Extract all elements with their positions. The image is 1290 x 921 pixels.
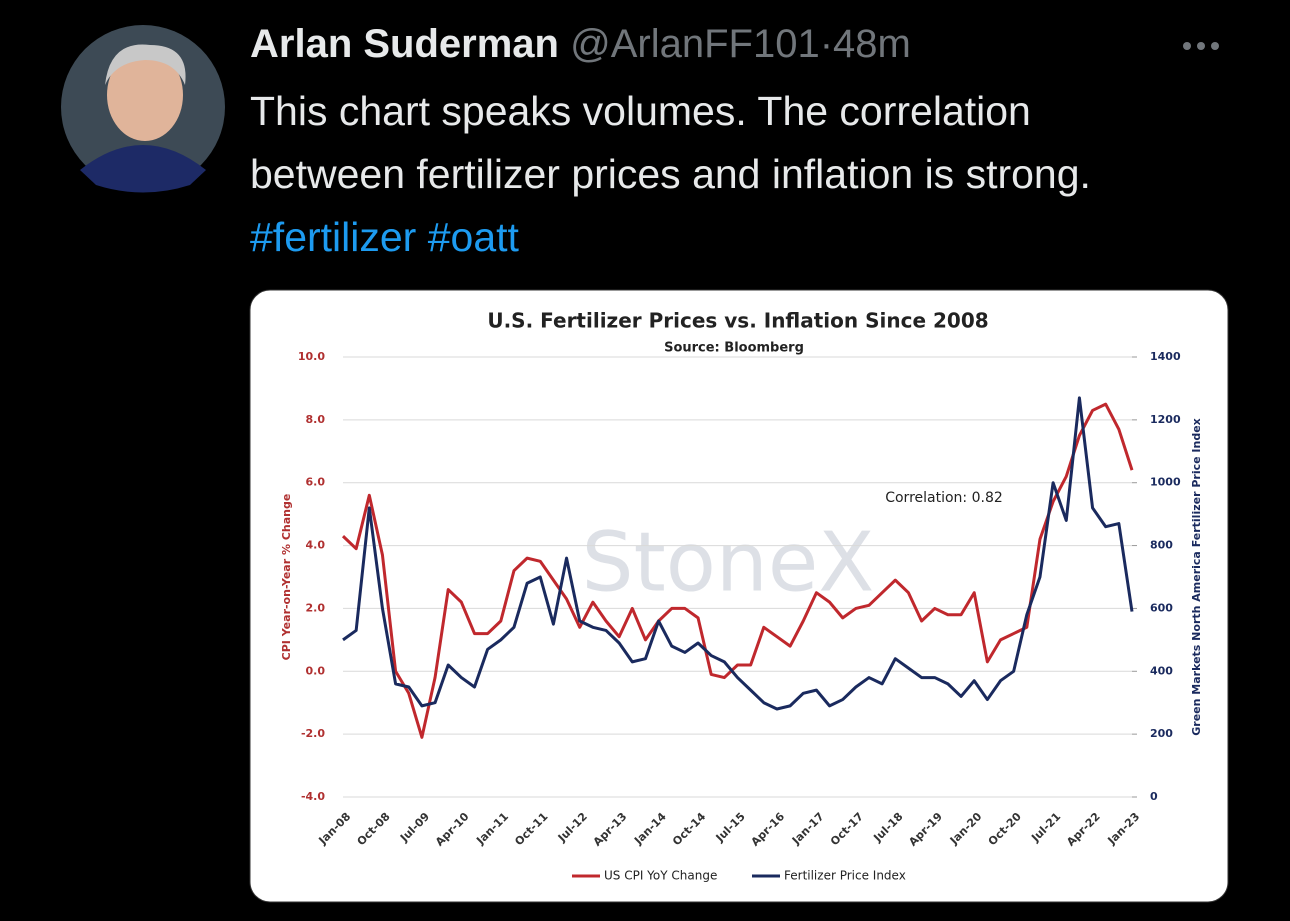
y2-tick-label: 800 — [1150, 539, 1173, 552]
avatar[interactable] — [61, 25, 225, 193]
annotation: Correlation: 0.82 — [885, 490, 1003, 506]
legend-label: Fertilizer Price Index — [784, 869, 906, 883]
y-tick-label: 8.0 — [306, 413, 326, 426]
y-tick-label: 6.0 — [306, 476, 326, 489]
y-tick-label: -2.0 — [301, 727, 325, 740]
tweet-text: This chart speaks volumes. The correlati… — [250, 80, 1190, 269]
text: This chart speaks volumes. The correlati… — [250, 88, 1091, 197]
y2-tick-label: 1400 — [1150, 350, 1181, 363]
watermark: StoneX — [582, 515, 875, 610]
handle[interactable]: @ArlanFF101 — [570, 22, 820, 66]
hashtag[interactable]: #fertilizer — [250, 214, 417, 260]
more-icon[interactable] — [1183, 42, 1219, 50]
legend-label: US CPI YoY Change — [604, 869, 717, 883]
y-tick-label: 2.0 — [306, 601, 326, 614]
y-tick-label: 0.0 — [306, 664, 326, 677]
author-name[interactable]: Arlan Suderman — [250, 22, 559, 66]
y2-tick-label: 1000 — [1150, 476, 1181, 489]
y2-tick-label: 600 — [1150, 601, 1173, 614]
data-line — [341, 402, 1134, 739]
time[interactable]: 48m — [833, 22, 911, 66]
hashtag[interactable]: #oatt — [427, 214, 519, 260]
y2-tick-label: 200 — [1150, 727, 1173, 740]
separator: · — [819, 22, 834, 66]
y-tick-label: 4.0 — [306, 539, 326, 552]
chart-title: U.S. Fertilizer Prices vs. Inflation Sin… — [487, 309, 988, 333]
tweet-header: Arlan Suderman @ArlanFF101·48m — [250, 22, 911, 67]
y2-tick-label: 0 — [1150, 790, 1158, 803]
chart-subtitle: Source: Bloomberg — [664, 341, 804, 356]
y-axis-label: CPI Year-on-Year % Change — [280, 494, 293, 661]
y2-tick-label: 400 — [1150, 664, 1173, 677]
y2-axis-label: Green Markets North America Fertilizer P… — [1190, 418, 1203, 736]
y2-tick-label: 1200 — [1150, 413, 1181, 426]
chart-card[interactable] — [249, 289, 1229, 903]
y-tick-label: -4.0 — [301, 790, 325, 803]
data-line — [342, 396, 1134, 711]
y-tick-label: 10.0 — [298, 350, 325, 363]
